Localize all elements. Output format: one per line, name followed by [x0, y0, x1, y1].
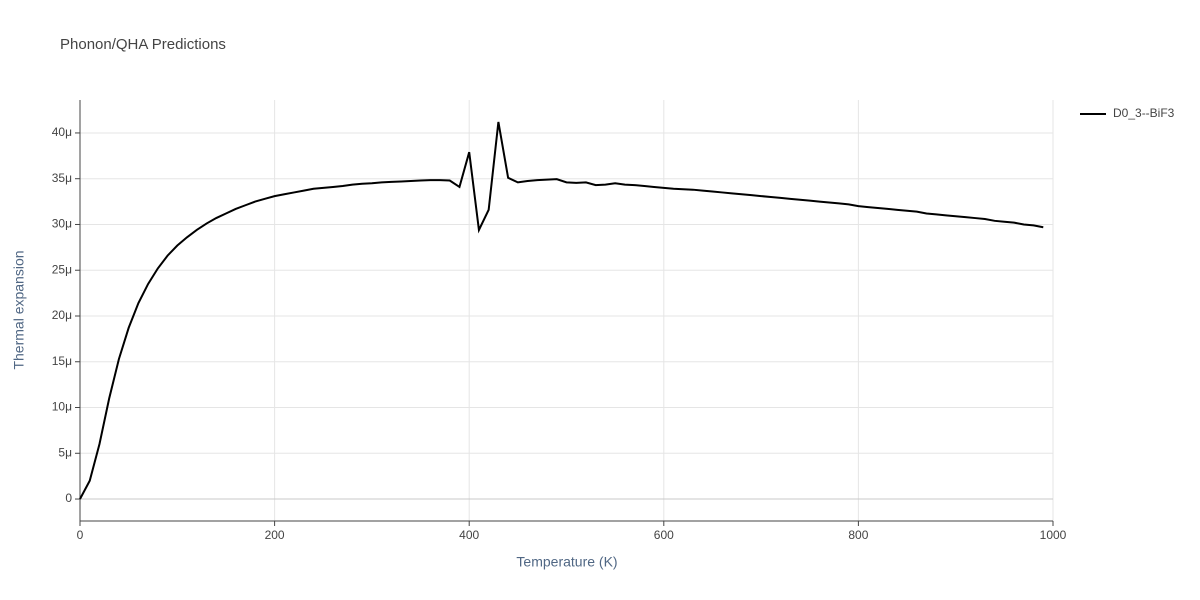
- y-axis-label: Thermal expansion: [11, 250, 27, 369]
- x-axis-label: Temperature (K): [516, 554, 617, 570]
- x-tick-label: 800: [848, 528, 868, 542]
- x-tick-label: 0: [77, 528, 84, 542]
- y-tick-label: 35μ: [52, 171, 72, 185]
- y-tick-label: 10μ: [52, 400, 72, 414]
- y-tick-label: 25μ: [52, 262, 72, 276]
- y-tick-label: 30μ: [52, 217, 72, 231]
- y-tick-label: 20μ: [52, 308, 72, 322]
- y-tick-label: 0: [65, 491, 72, 505]
- x-tick-label: 1000: [1040, 528, 1067, 542]
- x-tick-label: 400: [459, 528, 479, 542]
- chart-title: Phonon/QHA Predictions: [60, 36, 226, 53]
- x-tick-label: 600: [654, 528, 674, 542]
- y-tick-label: 15μ: [52, 354, 72, 368]
- y-tick-label: 5μ: [58, 445, 72, 459]
- y-tick-label: 40μ: [52, 125, 72, 139]
- x-tick-label: 200: [265, 528, 285, 542]
- legend-label: D0_3--BiF3: [1113, 106, 1175, 120]
- line: [79, 121, 1044, 500]
